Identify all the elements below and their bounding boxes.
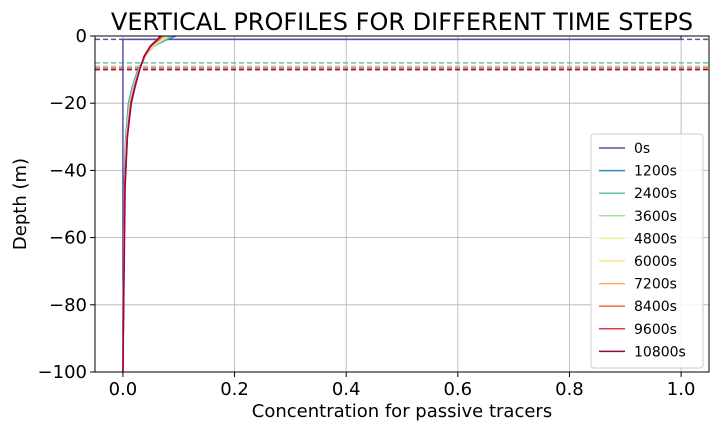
legend-label: 3600s: [634, 209, 677, 225]
series-line: [122, 36, 682, 372]
y-tick-label: −100: [38, 362, 87, 383]
legend-label: 10800s: [634, 344, 686, 360]
y-tick-label: 0: [76, 26, 87, 47]
x-tick-label: 0.6: [443, 379, 472, 400]
legend-label: 2400s: [634, 186, 677, 202]
legend-label: 6000s: [634, 254, 677, 270]
legend-label: 1200s: [634, 164, 677, 180]
legend-label: 8400s: [634, 299, 677, 315]
ticks: 0.0 0.2 0.4 0.6 0.8 1.0 0 −20 −40 −60 −80 −100: [38, 26, 696, 400]
legend-label: 7200s: [634, 277, 677, 293]
x-tick-label: 0.8: [555, 379, 584, 400]
series-line: [122, 35, 161, 373]
y-tick-label: −20: [49, 93, 87, 114]
plot-frame: [94, 35, 710, 373]
y-tick-label: −60: [49, 228, 87, 249]
y-tick-label: −40: [49, 160, 87, 181]
chart-title: VERTICAL PROFILES FOR DIFFERENT TIME STE…: [111, 8, 693, 36]
x-axis-title: Concentration for passive tracers: [252, 401, 552, 422]
legend-label: 9600s: [634, 322, 677, 338]
series-lines: [122, 35, 682, 373]
legend: 0s 1200s 2400s 3600s 4800s 6000s 7200s 8400s 960…: [590, 133, 704, 369]
y-axis-title: Depth (m): [10, 158, 31, 250]
x-tick-label: 0.2: [220, 379, 249, 400]
x-tick-label: 0.0: [109, 379, 138, 400]
legend-label: 4800s: [634, 231, 677, 247]
y-tick-label: −80: [49, 295, 87, 316]
x-tick-label: 0.4: [332, 379, 361, 400]
legend-label: 0s: [634, 141, 650, 157]
x-tick-label: 1.0: [667, 379, 696, 400]
